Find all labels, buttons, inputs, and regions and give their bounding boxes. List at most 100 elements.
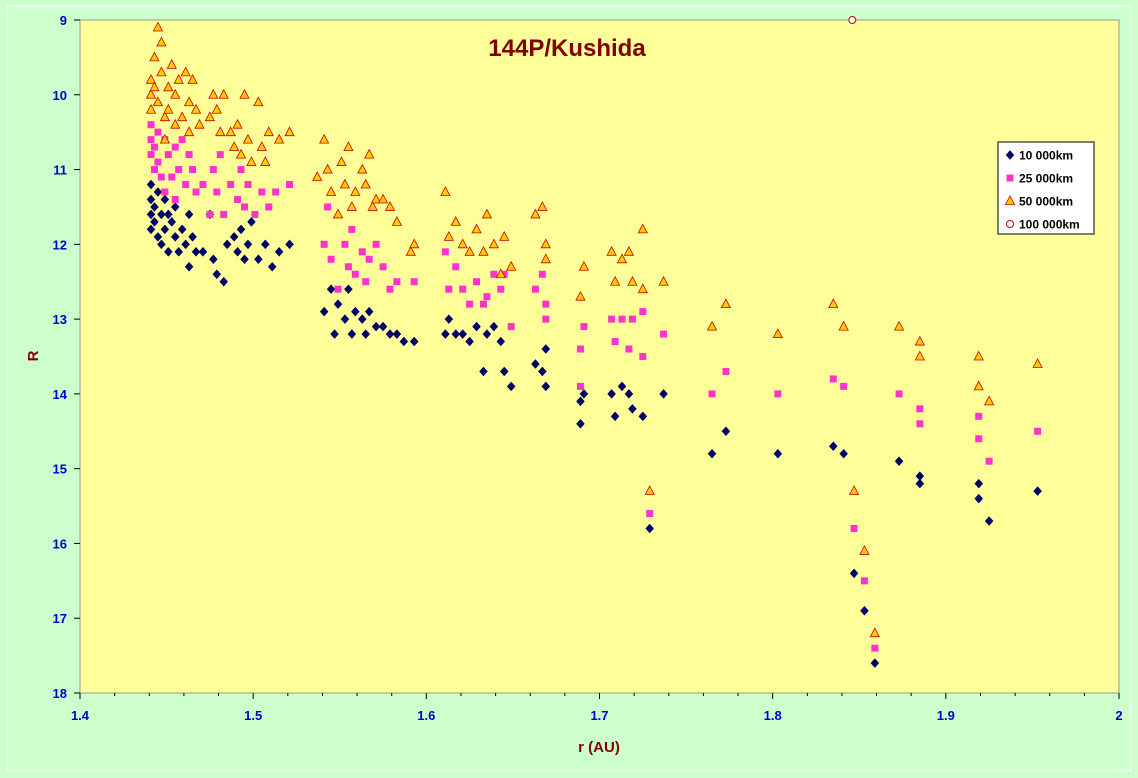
data-point <box>860 577 868 585</box>
data-point <box>149 81 160 92</box>
data-point <box>611 338 619 346</box>
data-point <box>253 96 264 107</box>
data-point <box>538 270 546 278</box>
data-point <box>333 299 343 310</box>
data-point <box>576 345 584 353</box>
legend-label: 25 000km <box>1019 172 1073 186</box>
data-point <box>541 344 551 354</box>
x-tick-label: 1.6 <box>417 708 435 723</box>
data-point <box>708 390 716 398</box>
data-point <box>336 156 347 166</box>
data-point <box>171 195 179 203</box>
data-point <box>235 148 247 159</box>
y-tick-label: 11 <box>53 163 67 178</box>
data-point <box>260 156 271 166</box>
data-point <box>242 133 254 144</box>
data-point <box>973 350 984 361</box>
data-point <box>828 298 839 309</box>
data-point <box>326 284 336 295</box>
legend: 10 000km 25 000km 50 000km 100 000km <box>997 141 1095 235</box>
data-point <box>365 255 373 263</box>
data-point <box>218 88 229 99</box>
data-point <box>341 240 349 248</box>
data-point <box>774 390 782 398</box>
data-point <box>497 285 505 293</box>
data-point <box>506 260 517 271</box>
data-point <box>154 158 162 166</box>
data-point <box>472 321 481 332</box>
data-point <box>150 202 159 212</box>
data-point <box>344 284 353 295</box>
data-point <box>624 389 634 399</box>
data-point <box>339 178 351 189</box>
data-point <box>637 223 648 234</box>
data-point <box>707 448 717 459</box>
data-point <box>773 448 783 459</box>
data-point <box>153 231 163 242</box>
data-point <box>1033 486 1042 496</box>
data-point <box>243 239 253 250</box>
data-point <box>627 275 638 286</box>
data-point <box>386 285 394 293</box>
data-point <box>152 21 164 32</box>
data-point <box>147 151 155 159</box>
data-point <box>265 203 273 211</box>
data-point <box>973 380 984 391</box>
data-point <box>538 366 547 377</box>
data-point <box>273 133 285 144</box>
data-point <box>320 240 328 248</box>
data-point <box>286 181 294 189</box>
data-point <box>166 59 177 69</box>
data-point <box>623 245 635 256</box>
data-point <box>170 118 181 129</box>
data-point <box>644 485 655 496</box>
data-point <box>409 336 419 347</box>
data-point <box>722 367 730 375</box>
y-tick-label: 17 <box>53 611 67 626</box>
data-point <box>706 320 718 331</box>
data-point <box>145 73 157 84</box>
data-point <box>330 329 339 339</box>
data-point <box>149 51 160 62</box>
data-point <box>916 420 924 428</box>
data-point <box>361 329 371 339</box>
data-point <box>190 103 202 114</box>
data-point <box>893 320 905 331</box>
legend-marker <box>1005 150 1015 160</box>
data-point <box>184 209 194 220</box>
data-point <box>208 88 219 99</box>
data-point <box>575 290 586 301</box>
data-point <box>457 238 468 249</box>
data-point <box>828 441 838 452</box>
data-point <box>894 456 904 467</box>
data-point <box>251 210 259 218</box>
data-point <box>606 245 617 256</box>
data-point <box>860 605 869 616</box>
legend-marker <box>1006 174 1014 182</box>
data-point <box>610 411 620 422</box>
data-point <box>232 118 243 129</box>
data-point <box>444 314 454 324</box>
data-point <box>639 353 647 360</box>
data-point <box>163 103 174 114</box>
data-point <box>163 81 174 92</box>
data-point <box>364 306 374 317</box>
data-point <box>660 330 668 338</box>
data-point <box>489 321 499 332</box>
data-points <box>145 16 1043 668</box>
data-point <box>267 261 277 272</box>
data-point <box>147 136 155 144</box>
data-point <box>209 254 218 265</box>
data-point <box>170 231 180 242</box>
data-point <box>405 245 416 256</box>
data-point <box>984 516 994 526</box>
data-point <box>228 141 240 152</box>
data-point <box>156 66 167 77</box>
data-point <box>360 178 371 189</box>
x-tick-label: 1.5 <box>244 708 262 723</box>
data-point <box>244 181 252 189</box>
data-point <box>495 268 506 279</box>
legend-label: 100 000km <box>1019 218 1080 232</box>
data-point <box>617 381 627 392</box>
data-point <box>161 188 169 196</box>
